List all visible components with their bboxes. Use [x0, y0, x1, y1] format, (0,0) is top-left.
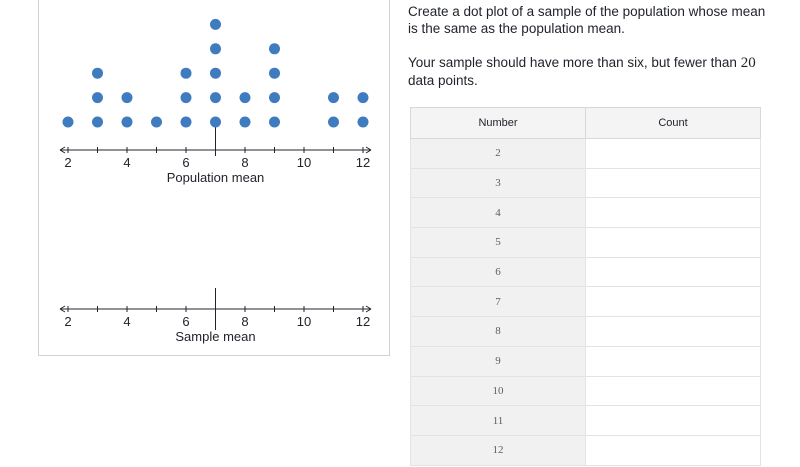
population-tick-label: 10 — [297, 155, 311, 170]
number-cell: 9 — [410, 345, 586, 377]
population-dot — [357, 116, 369, 128]
population-dot — [210, 67, 221, 79]
table-row: 6 — [410, 256, 761, 288]
count-input-cell[interactable] — [585, 434, 761, 466]
sample-right-arrow — [365, 305, 372, 313]
sample-axis-title: Sample mean — [175, 329, 255, 344]
table-row: 10 — [410, 375, 761, 407]
table-row: 11 — [410, 405, 761, 436]
number-cell: 11 — [410, 405, 586, 436]
count-input-cell[interactable] — [585, 138, 761, 169]
sample-left-arrow — [59, 305, 66, 313]
header-number: Number — [410, 107, 586, 139]
sample-tick-label: 8 — [241, 314, 248, 329]
population-dot — [62, 116, 74, 128]
prompt-line-2-post: data points. — [408, 73, 478, 88]
table-header-row: Number Count — [410, 107, 761, 139]
population-dot — [180, 92, 192, 104]
population-tick-label: 6 — [182, 155, 189, 170]
count-input-cell[interactable] — [585, 375, 761, 407]
population-tick-label: 8 — [241, 155, 248, 170]
population-dot — [121, 116, 133, 128]
prompt-line-1: Create a dot plot of a sample of the pop… — [408, 4, 766, 36]
count-input-cell[interactable] — [585, 256, 761, 288]
population-tick-label: 4 — [123, 155, 130, 170]
count-input-cell[interactable] — [585, 345, 761, 377]
population-dot — [151, 116, 162, 128]
population-dot — [121, 92, 133, 104]
population-dot — [92, 67, 103, 79]
table-row: 3 — [410, 167, 761, 199]
population-tick-label: 12 — [356, 155, 370, 170]
prompt-line-2-pre: Your sample should have more than six, b… — [408, 55, 737, 70]
count-table: Number Count 2 3 4 5 6 7 8 9 10 11 12 — [410, 107, 761, 466]
population-tick-label: 2 — [64, 155, 71, 170]
sample-tick-label: 4 — [123, 314, 130, 329]
population-dot — [210, 92, 221, 104]
population-dot — [92, 92, 103, 104]
population-dot — [210, 43, 221, 55]
population-dot — [239, 116, 251, 128]
number-cell: 7 — [410, 286, 586, 318]
population-dot — [269, 92, 280, 104]
sample-tick-label: 2 — [64, 314, 71, 329]
table-row: 7 — [410, 286, 761, 318]
count-input-cell[interactable] — [585, 197, 761, 229]
count-input-cell[interactable] — [585, 316, 761, 347]
count-input-cell[interactable] — [585, 227, 761, 258]
population-dot — [269, 67, 280, 79]
number-cell: 4 — [410, 197, 586, 229]
sample-tick-label: 6 — [182, 314, 189, 329]
population-dot — [210, 18, 221, 30]
table-row: 4 — [410, 197, 761, 229]
sample-tick-label: 10 — [297, 314, 311, 329]
population-dot — [328, 92, 339, 104]
population-right-arrow — [365, 146, 372, 154]
population-dot — [328, 116, 339, 128]
table-row: 8 — [410, 316, 761, 347]
population-dot — [210, 116, 221, 128]
prompt-text: Create a dot plot of a sample of the pop… — [408, 3, 768, 106]
population-dot — [239, 92, 251, 104]
number-cell: 2 — [410, 138, 586, 169]
population-dot — [92, 116, 103, 128]
header-count: Count — [585, 107, 761, 139]
table-row: 12 — [410, 434, 761, 466]
population-dot — [180, 116, 192, 128]
number-cell: 12 — [410, 434, 586, 466]
prompt-line-2: Your sample should have more than six, b… — [408, 54, 768, 89]
table-row: 2 — [410, 138, 761, 169]
table-row: 5 — [410, 227, 761, 258]
population-axis-title: Population mean — [167, 170, 265, 185]
population-left-arrow — [59, 146, 66, 154]
count-input-cell[interactable] — [585, 167, 761, 199]
dot-plot-svg: 2 4 6 8 10 12 Population mean 2 4 6 8 10 12 Sample me… — [59, 18, 372, 344]
number-cell: 3 — [410, 167, 586, 199]
prompt-number-20: 20 — [740, 55, 756, 71]
sample-tick-label: 12 — [356, 314, 370, 329]
plot-panel: 2 4 6 8 10 12 Population mean 2 4 6 8 10 12 Sample me… — [38, 0, 390, 356]
number-cell: 10 — [410, 375, 586, 407]
table-row: 9 — [410, 345, 761, 377]
number-cell: 8 — [410, 316, 586, 347]
population-dot — [357, 92, 369, 104]
count-input-cell[interactable] — [585, 405, 761, 436]
number-cell: 6 — [410, 256, 586, 288]
population-dot — [269, 43, 280, 55]
population-dot — [180, 67, 192, 79]
count-input-cell[interactable] — [585, 286, 761, 318]
population-dot — [269, 116, 280, 128]
number-cell: 5 — [410, 227, 586, 258]
